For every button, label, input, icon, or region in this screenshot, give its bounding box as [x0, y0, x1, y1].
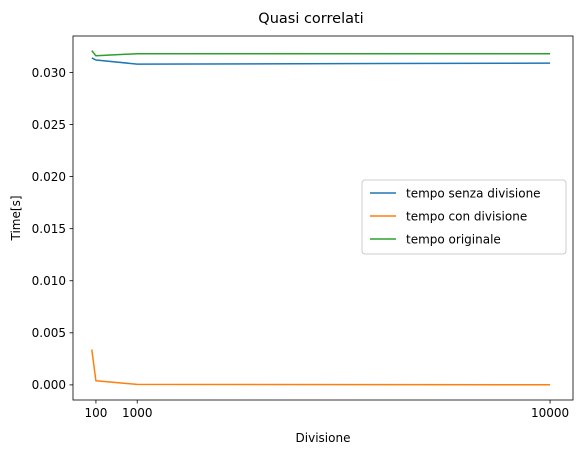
- plot-area: [91, 50, 551, 386]
- y-tick-label: 0.010: [32, 274, 66, 288]
- axis-ticks: 100 1000 10000 0.000 0.005 0.010 0.015 0.020 0.0…: [32, 66, 570, 420]
- y-tick-label: 0.030: [32, 66, 66, 80]
- y-axis-title: Time[s]: [9, 196, 23, 242]
- series-line-1: [91, 57, 551, 65]
- y-tick-label: 0.020: [32, 170, 66, 184]
- y-tick-label: 0.005: [32, 326, 66, 340]
- y-tick-label: 0.025: [32, 118, 66, 132]
- series-line-2: [91, 349, 551, 386]
- y-tick-label: 0.015: [32, 222, 66, 236]
- series-line-3: [91, 50, 551, 57]
- legend: tempo senza divisione tempo con divisione…: [361, 179, 567, 255]
- legend-box: [361, 179, 567, 255]
- chart-title: Quasi correlati: [258, 11, 363, 27]
- axes-frame: [72, 35, 574, 401]
- legend-label: tempo originale: [406, 232, 501, 246]
- x-axis-title: Divisione: [296, 431, 351, 445]
- legend-label: tempo con divisione: [406, 209, 527, 223]
- x-tick-label: 1000: [122, 406, 153, 420]
- x-tick-label: 100: [84, 406, 107, 420]
- x-tick-label: 10000: [531, 406, 569, 420]
- y-tick-label: 0.000: [32, 378, 66, 392]
- legend-label: tempo senza divisione: [406, 186, 541, 200]
